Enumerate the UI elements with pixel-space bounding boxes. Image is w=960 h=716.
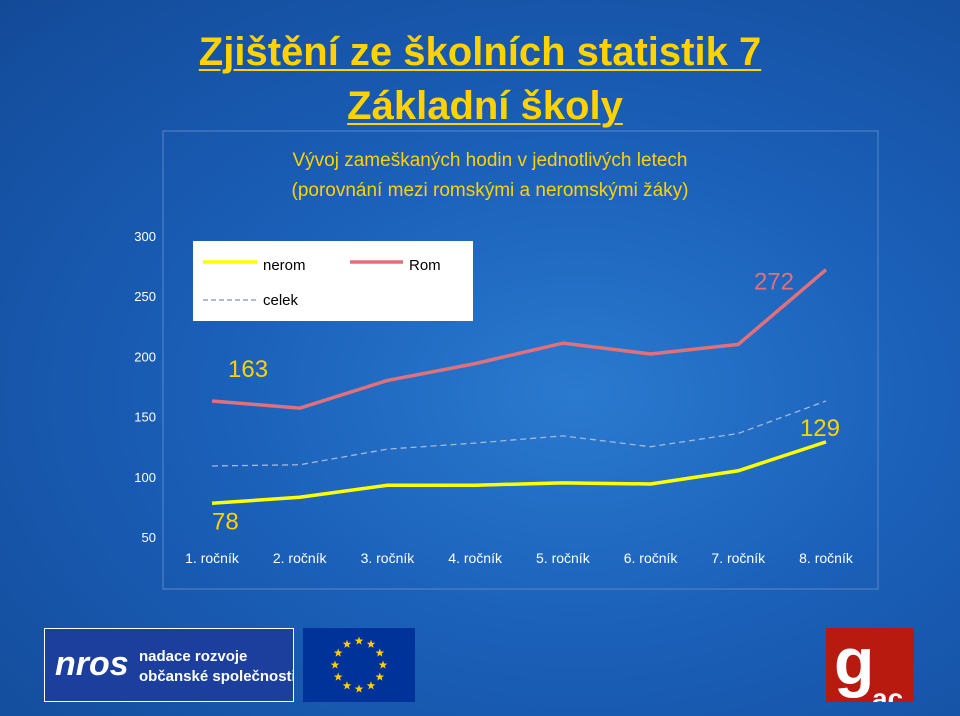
data-label: 78 [212,508,239,535]
chart-title-line2: (porovnání mezi romskými a neromskými žá… [292,180,689,201]
chart-title-line1: Vývoj zameškaných hodin v jednotlivých l… [293,150,688,171]
nros-mark: nros [55,645,129,683]
data-label: 163 [228,356,268,383]
x-tick-label: 7. ročník [711,550,766,566]
eu-star [366,681,376,690]
x-tick-label: 5. ročník [536,550,591,566]
eu-star [342,639,352,648]
y-tick-label: 250 [134,289,156,304]
x-tick-label: 6. ročník [624,550,679,566]
nros-logo: nros nadace rozvoje občanské společnosti [44,628,296,702]
x-tick-label: 4. ročník [448,550,503,566]
gac-mark: g [834,628,874,698]
series-layer [211,268,828,506]
series-line-celek [211,400,827,467]
legend-label-celek: celek [263,292,299,309]
x-tick-label: 8. ročník [799,550,854,566]
eu-star [375,672,385,681]
eu-star [330,660,340,669]
x-tick-label: 1. ročník [185,550,240,566]
slide-title-line2: Základní školy [347,84,623,128]
eu-star [333,672,343,681]
x-axis: 1. ročník 2. ročník 3. ročník 4. ročník 5. r… [185,550,854,566]
eu-star [378,660,388,669]
y-tick-label: 300 [134,229,156,244]
eu-star [342,681,352,690]
legend-label-nerom: nerom [263,257,306,274]
series-line-rom [211,268,828,410]
eu-star [354,684,364,693]
eu-flag-icon [303,628,415,702]
y-tick-label: 200 [134,349,156,364]
gac-sub: ac [872,683,903,702]
y-tick-label: 100 [134,470,156,485]
slide-title-line1: Zjištění ze školních statistik 7 [198,30,762,74]
gac-logo: g ac [826,628,914,702]
series-line-nerom [211,440,827,506]
y-tick-label: 50 [142,530,156,545]
x-tick-label: 3. ročník [361,550,416,566]
legend-box [193,241,473,321]
eu-star [354,636,364,645]
chart-frame [162,130,879,590]
legend-label-rom: Rom [409,257,441,274]
data-label: 272 [754,269,794,296]
nros-text-line2: občanské společnosti [139,668,293,685]
y-axis: 50 100 150 200 250 300 [134,229,156,545]
x-tick-label: 2. ročník [273,550,328,566]
y-tick-label: 150 [134,410,156,425]
data-labels: 163 272 78 129 [212,269,840,536]
eu-star [333,648,343,657]
eu-star [375,648,385,657]
data-label: 129 [800,415,840,442]
eu-star [366,639,376,648]
nros-text-line1: nadace rozvoje [139,648,247,665]
chart-legend: nerom Rom celek [193,241,473,321]
